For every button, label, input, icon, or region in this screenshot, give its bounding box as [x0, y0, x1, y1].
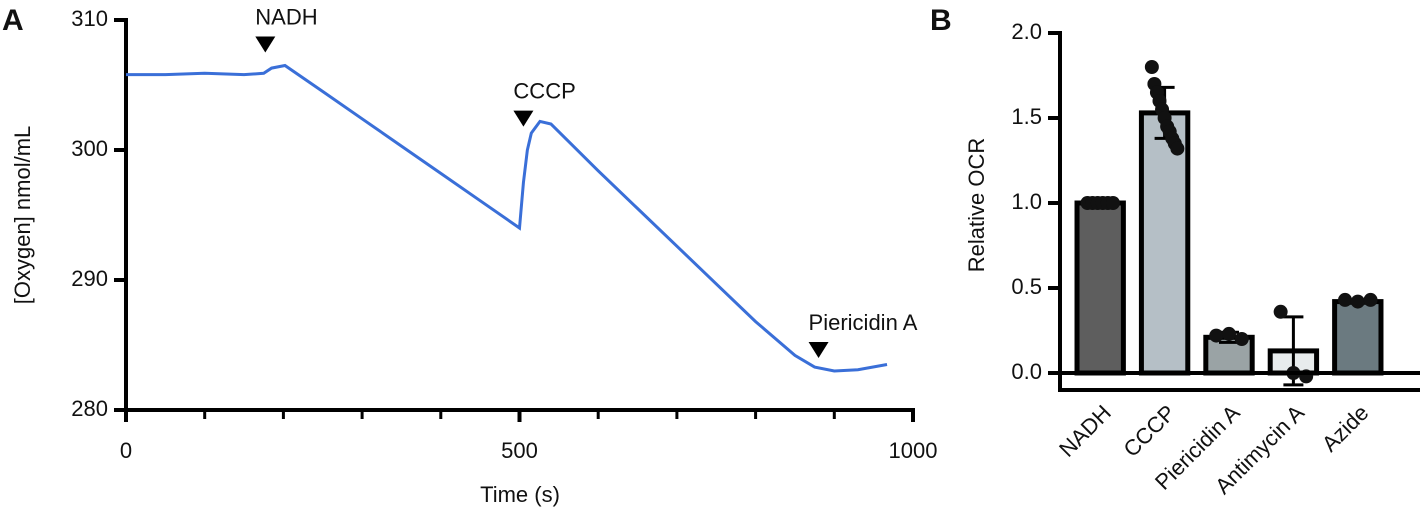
data-point: [1350, 294, 1365, 309]
data-point: [1170, 141, 1185, 156]
bar: [1074, 200, 1126, 376]
y-tick-label: 1.0: [1011, 189, 1042, 214]
annotation-label: NADH: [255, 4, 317, 29]
data-point: [1273, 304, 1288, 319]
bar: [1332, 299, 1384, 376]
x-tick-label: 1000: [889, 438, 938, 463]
annotation-arrow: [513, 110, 534, 127]
annotation-label: Piericidin A: [809, 310, 918, 335]
y-tick-label: 290: [71, 266, 108, 291]
y-axis-label: Relative OCR: [964, 138, 989, 272]
x-tick-label: NADH: [1054, 400, 1116, 462]
x-axis-label: Time (s): [480, 482, 560, 507]
data-point: [1363, 292, 1378, 307]
data-point: [1209, 328, 1224, 343]
data-point: [1338, 292, 1353, 307]
y-tick-label: 310: [71, 6, 108, 31]
x-tick-label: 0: [120, 438, 132, 463]
y-tick-label: 2.0: [1011, 19, 1042, 44]
panel-label: B: [930, 4, 952, 37]
data-point: [1105, 196, 1120, 210]
panel-label: A: [2, 4, 24, 37]
y-axis-label: [Oxygen] nmol/mL: [10, 126, 35, 305]
y-tick-label: 300: [71, 136, 108, 161]
data-point: [1234, 332, 1249, 346]
x-tick-label: CCCP: [1118, 400, 1180, 462]
y-tick-label: 1.5: [1011, 104, 1042, 129]
x-tick-label: Azide: [1317, 400, 1374, 457]
y-tick-label: 0.5: [1011, 274, 1042, 299]
x-tick-label: 500: [501, 438, 538, 463]
data-line: [126, 63, 888, 373]
annotation-label: CCCP: [513, 78, 575, 103]
annotation-arrow: [255, 36, 276, 53]
y-tick-label: 280: [71, 396, 108, 421]
data-point: [1222, 326, 1236, 341]
y-tick-label: 0.0: [1011, 359, 1042, 384]
annotation-arrow: [808, 342, 829, 358]
data-point: [1144, 60, 1159, 74]
